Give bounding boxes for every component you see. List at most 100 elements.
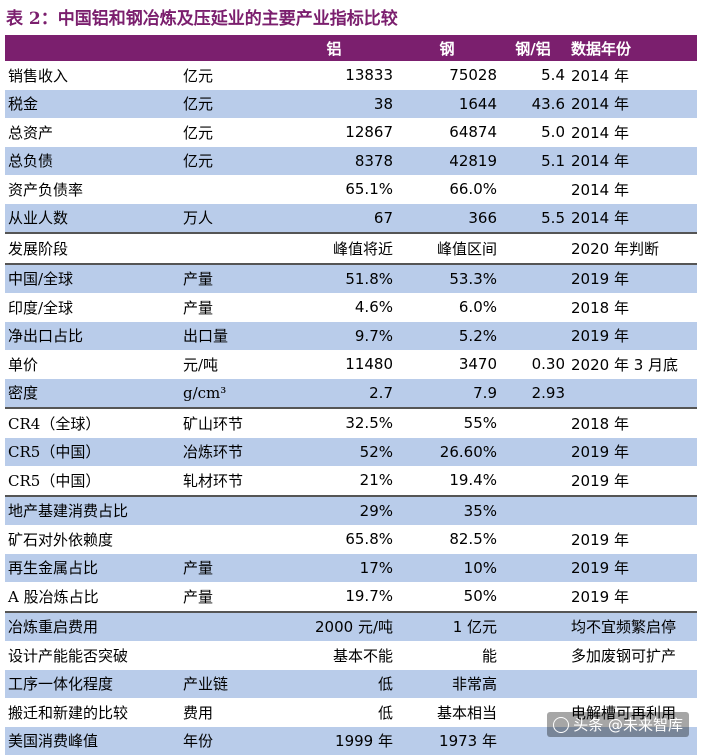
steel-value: 6.0% bbox=[397, 293, 501, 322]
steel-value: 55% bbox=[397, 409, 501, 438]
aluminum-value: 21% bbox=[275, 466, 397, 495]
steel-value: 1 亿元 bbox=[397, 613, 501, 642]
steel-value: 非常高 bbox=[397, 670, 501, 699]
steel-value: 5.2% bbox=[397, 322, 501, 351]
ratio-value: 43.6 bbox=[501, 90, 567, 119]
aluminum-value: 65.8% bbox=[275, 525, 397, 554]
aluminum-value: 17% bbox=[275, 554, 397, 583]
ratio-value bbox=[501, 175, 567, 204]
row-label: 再生金属占比 bbox=[8, 554, 178, 583]
aluminum-value: 52% bbox=[275, 438, 397, 467]
header-ratio: 钢/铝 bbox=[501, 35, 565, 61]
row-label: 单价 bbox=[8, 350, 178, 379]
steel-value: 26.60% bbox=[397, 438, 501, 467]
data-year: 2018 年 bbox=[571, 409, 697, 438]
ratio-value: 5.1 bbox=[501, 147, 567, 176]
data-year: 2019 年 bbox=[571, 466, 697, 495]
data-year: 2019 年 bbox=[571, 322, 697, 351]
aluminum-value: 低 bbox=[275, 698, 397, 727]
row-unit: 元/吨 bbox=[183, 350, 278, 379]
steel-value: 35% bbox=[397, 497, 501, 526]
aluminum-value: 67 bbox=[275, 204, 397, 233]
steel-value: 峰值区间 bbox=[397, 234, 501, 263]
row-label: 工序一体化程度 bbox=[8, 670, 178, 699]
ratio-value: 2.93 bbox=[501, 379, 567, 408]
row-label: 税金 bbox=[8, 90, 178, 119]
ratio-value: 0.30 bbox=[501, 350, 567, 379]
steel-value: 能 bbox=[397, 641, 501, 670]
row-unit: 产量 bbox=[183, 554, 278, 583]
steel-value: 75028 bbox=[397, 61, 501, 90]
row-unit: 亿元 bbox=[183, 118, 278, 147]
ratio-value bbox=[501, 582, 567, 611]
aluminum-value: 19.7% bbox=[275, 582, 397, 611]
ratio-value: 5.5 bbox=[501, 204, 567, 233]
aluminum-value: 4.6% bbox=[275, 293, 397, 322]
aluminum-value: 1999 年 bbox=[275, 727, 397, 755]
data-year: 2014 年 bbox=[571, 204, 697, 233]
table-row: 工序一体化程度产业链低非常高 bbox=[5, 670, 697, 699]
data-year: 2018 年 bbox=[571, 293, 697, 322]
table-header-row: 铝 钢 钢/铝 数据年份 bbox=[5, 35, 697, 61]
aluminum-value: 65.1% bbox=[275, 175, 397, 204]
row-label: 印度/全球 bbox=[8, 293, 178, 322]
ratio-value: 5.0 bbox=[501, 118, 567, 147]
aluminum-value: 峰值将近 bbox=[275, 234, 397, 263]
row-label: 密度 bbox=[8, 379, 178, 408]
ratio-value bbox=[501, 466, 567, 495]
data-year: 2014 年 bbox=[571, 147, 697, 176]
row-label: 设计产能能否突破 bbox=[8, 641, 178, 670]
data-year bbox=[571, 670, 697, 699]
watermark-text: 头条 @未来智库 bbox=[573, 714, 683, 735]
row-unit bbox=[183, 525, 278, 554]
data-year bbox=[571, 379, 697, 408]
data-year: 2019 年 bbox=[571, 265, 697, 294]
ratio-value bbox=[501, 670, 567, 699]
ratio-value bbox=[501, 322, 567, 351]
row-label: CR5（中国） bbox=[8, 466, 178, 495]
row-label: 销售收入 bbox=[8, 61, 178, 90]
aluminum-value: 11480 bbox=[275, 350, 397, 379]
row-unit bbox=[183, 641, 278, 670]
steel-value: 1973 年 bbox=[397, 727, 501, 755]
data-year bbox=[571, 497, 697, 526]
aluminum-value: 低 bbox=[275, 670, 397, 699]
aluminum-value: 51.8% bbox=[275, 265, 397, 294]
steel-value: 50% bbox=[397, 582, 501, 611]
row-unit: 年份 bbox=[183, 727, 278, 755]
table-title: 表 2：中国铝和钢冶炼及压延业的主要产业指标比较 bbox=[6, 4, 398, 34]
ratio-value bbox=[501, 525, 567, 554]
row-unit: 产业链 bbox=[183, 670, 278, 699]
row-unit: 亿元 bbox=[183, 61, 278, 90]
row-unit: 矿山环节 bbox=[183, 409, 278, 438]
row-unit: g/cm³ bbox=[183, 379, 278, 408]
aluminum-value: 2000 元/吨 bbox=[275, 613, 397, 642]
data-year: 2019 年 bbox=[571, 554, 697, 583]
row-label: 净出口占比 bbox=[8, 322, 178, 351]
camera-icon bbox=[553, 717, 569, 733]
row-unit: 万人 bbox=[183, 204, 278, 233]
row-unit bbox=[183, 497, 278, 526]
data-year: 2014 年 bbox=[571, 61, 697, 90]
data-year: 2019 年 bbox=[571, 525, 697, 554]
ratio-value bbox=[501, 293, 567, 322]
steel-value: 64874 bbox=[397, 118, 501, 147]
header-steel: 钢 bbox=[397, 35, 497, 61]
steel-value: 10% bbox=[397, 554, 501, 583]
aluminum-value: 基本不能 bbox=[275, 641, 397, 670]
ratio-value bbox=[501, 497, 567, 526]
row-label: 发展阶段 bbox=[8, 234, 178, 263]
ratio-value bbox=[501, 438, 567, 467]
